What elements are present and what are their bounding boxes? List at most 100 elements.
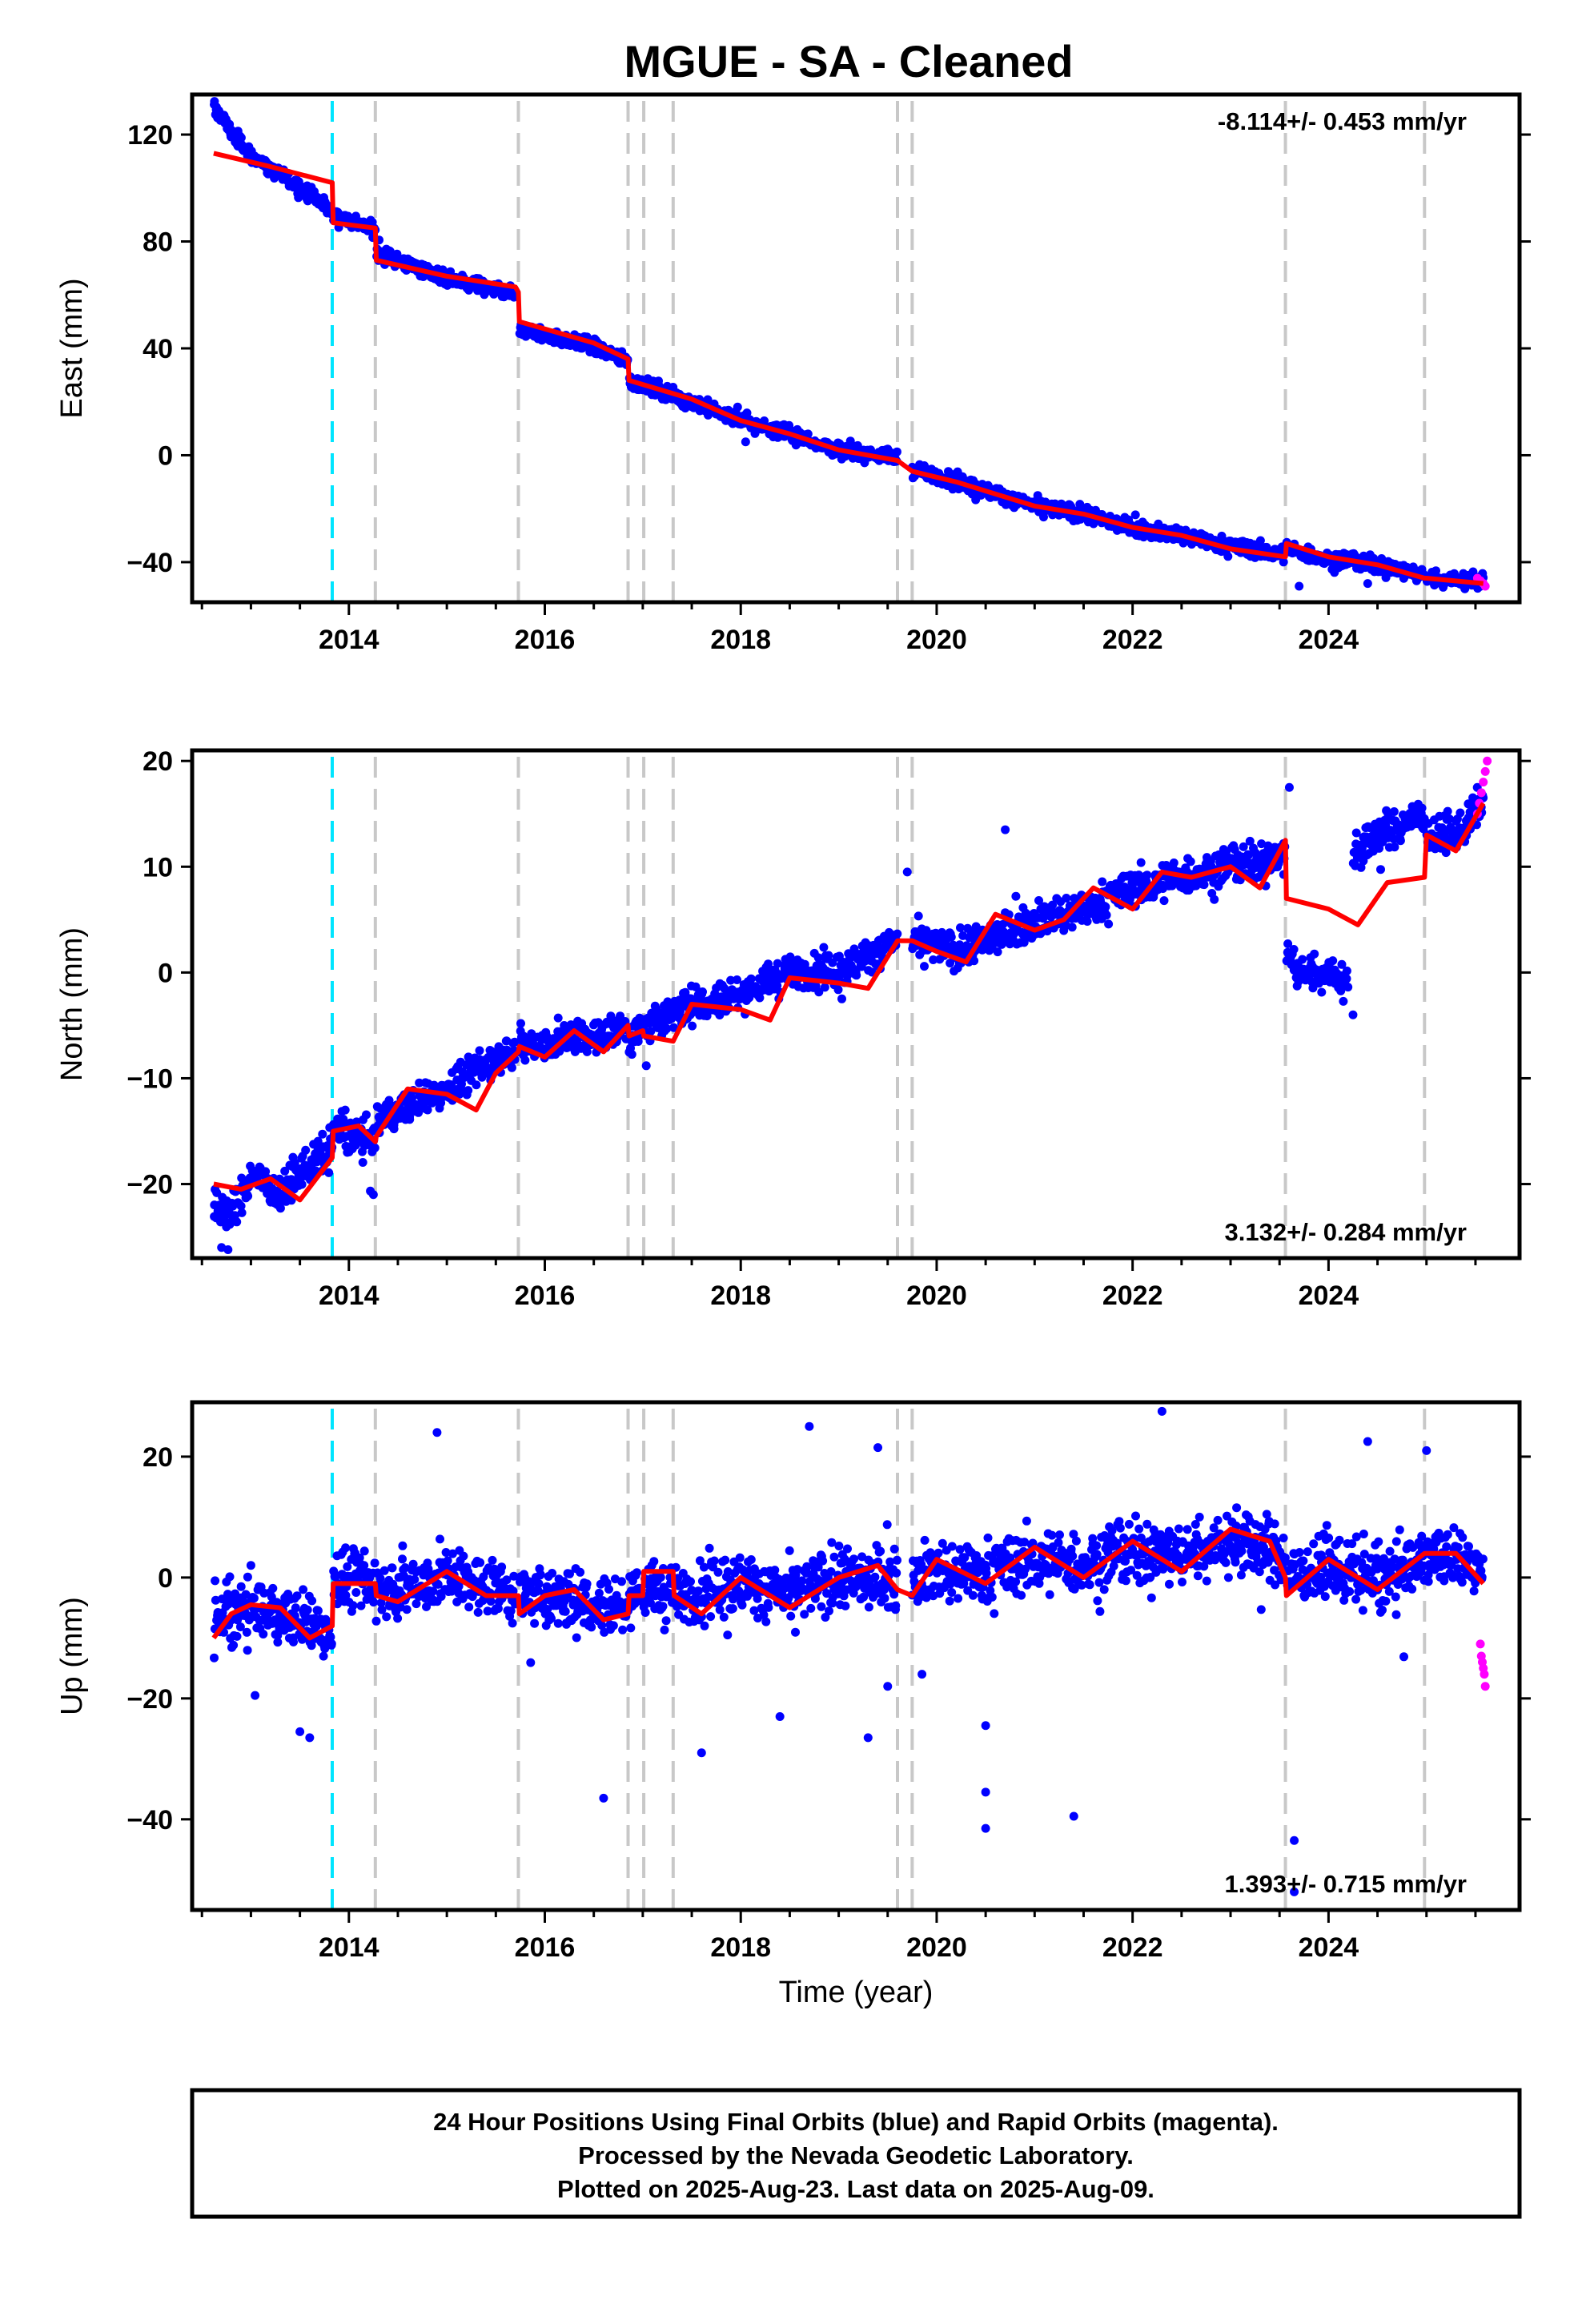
final-orbit-point — [1255, 536, 1265, 545]
final-orbit-point — [1468, 567, 1478, 577]
final-orbit-point — [849, 1554, 858, 1564]
rate-label: 3.132+/- 0.284 mm/yr — [1225, 1218, 1467, 1246]
final-orbit-point — [733, 402, 742, 412]
final-orbit-point — [627, 1050, 636, 1059]
final-orbit-point — [243, 1192, 253, 1201]
final-orbit-point — [1395, 836, 1405, 846]
final-orbit-point — [268, 1583, 278, 1593]
y-tick-label: −10 — [126, 1063, 173, 1094]
final-orbit-point — [656, 1573, 665, 1582]
x-tick-label: 2024 — [1299, 1281, 1359, 1311]
final-orbit-point — [423, 1105, 432, 1115]
final-orbit-outlier — [1284, 782, 1294, 792]
final-orbit-point — [1289, 945, 1299, 954]
final-orbit-point — [880, 1594, 889, 1603]
y-tick-label: −40 — [126, 548, 173, 578]
final-orbit-point — [1210, 895, 1219, 904]
final-orbit-point — [785, 1546, 794, 1555]
final-orbit-point — [436, 1534, 444, 1544]
final-orbit-point — [291, 1603, 300, 1613]
model-line — [213, 802, 1486, 1203]
final-orbit-point — [1342, 974, 1351, 983]
final-orbit-point — [530, 1618, 540, 1628]
y-tick-label: 0 — [158, 958, 173, 988]
y-tick-label: −20 — [126, 1170, 173, 1200]
final-orbit-point — [715, 1605, 725, 1614]
final-orbit-point — [843, 1544, 852, 1554]
final-orbit-point — [1011, 891, 1021, 901]
final-orbit-points — [210, 782, 1488, 1254]
final-orbit-point — [232, 1631, 242, 1641]
final-orbit-point — [534, 1579, 544, 1589]
final-orbit-point — [617, 1577, 626, 1586]
final-orbit-point — [348, 1601, 358, 1610]
final-orbit-point — [841, 1601, 850, 1610]
y-tick-label: 0 — [158, 440, 173, 471]
final-orbit-outlier — [1363, 579, 1372, 589]
final-orbit-point — [1328, 956, 1338, 966]
final-orbit-point — [658, 1602, 668, 1611]
y-tick-label: 80 — [143, 227, 173, 258]
final-orbit-point — [259, 1630, 268, 1638]
final-orbit-point — [273, 1638, 283, 1647]
final-orbit-point — [313, 1606, 323, 1615]
final-orbit-point — [576, 1567, 585, 1577]
final-orbit-point — [706, 1612, 716, 1622]
final-orbit-point — [408, 1093, 416, 1103]
final-orbit-point — [709, 1556, 719, 1566]
final-orbit-point — [536, 1570, 545, 1579]
final-orbit-point — [818, 1556, 828, 1566]
final-orbit-point — [472, 1080, 481, 1090]
final-orbit-point — [1389, 807, 1399, 816]
y-tick-label: 10 — [143, 852, 173, 883]
final-orbit-point — [402, 1605, 412, 1614]
final-orbit-point — [698, 987, 707, 996]
final-orbit-outlier — [1295, 581, 1304, 591]
x-tick-label: 2020 — [906, 1281, 967, 1311]
rapid-orbit-point — [1483, 756, 1492, 766]
final-orbit-point — [829, 1552, 839, 1562]
final-orbit-point — [236, 1582, 246, 1591]
x-tick-label: 2024 — [1299, 625, 1359, 655]
final-orbit-point — [742, 408, 752, 418]
final-orbit-point — [817, 1602, 826, 1611]
final-orbit-point — [359, 1546, 369, 1556]
final-orbit-point — [1298, 955, 1307, 964]
rapid-orbit-point — [1476, 788, 1486, 798]
final-orbit-point — [640, 1608, 650, 1617]
final-orbit-point — [786, 1611, 796, 1621]
final-orbit-point — [340, 1105, 350, 1115]
final-orbit-point — [553, 1013, 563, 1023]
final-orbit-point — [497, 1562, 507, 1572]
final-orbit-point — [1142, 870, 1152, 880]
y-axis-label: North (mm) — [55, 927, 89, 1081]
final-orbit-point — [746, 1555, 756, 1564]
final-orbit-point — [318, 1129, 327, 1139]
final-orbit-point — [735, 1553, 745, 1562]
panels: 2014 2016 2018 2020 2022 2024−4004080120East … — [55, 92, 1531, 2009]
final-orbit-point — [507, 1063, 516, 1072]
final-orbit-point — [243, 1646, 252, 1655]
final-orbit-point — [236, 133, 246, 143]
final-orbit-point — [1062, 894, 1071, 903]
final-orbit-point — [1199, 880, 1209, 890]
final-orbit-point — [464, 1602, 474, 1612]
chart-title: MGUE - SA - Cleaned — [624, 36, 1073, 86]
final-orbit-point — [737, 1600, 747, 1610]
final-orbit-point — [864, 1602, 873, 1612]
final-orbit-point — [913, 911, 923, 921]
final-orbit-point — [289, 1637, 298, 1647]
final-orbit-point — [229, 1640, 239, 1650]
final-orbit-point — [369, 1598, 379, 1607]
final-orbit-point — [473, 1607, 483, 1617]
final-orbit-point — [728, 1604, 737, 1614]
final-orbit-point — [1317, 987, 1327, 997]
final-orbit-point — [211, 1576, 220, 1586]
final-orbit-point — [1136, 858, 1146, 867]
panel-north: 2014 2016 2018 2020 2022 2024−20−1001020North… — [55, 746, 1531, 1311]
final-orbit-point — [582, 1579, 592, 1589]
x-tick-label: 2018 — [710, 1281, 771, 1311]
final-orbit-point — [307, 1596, 317, 1606]
final-orbit-point — [232, 1217, 242, 1227]
